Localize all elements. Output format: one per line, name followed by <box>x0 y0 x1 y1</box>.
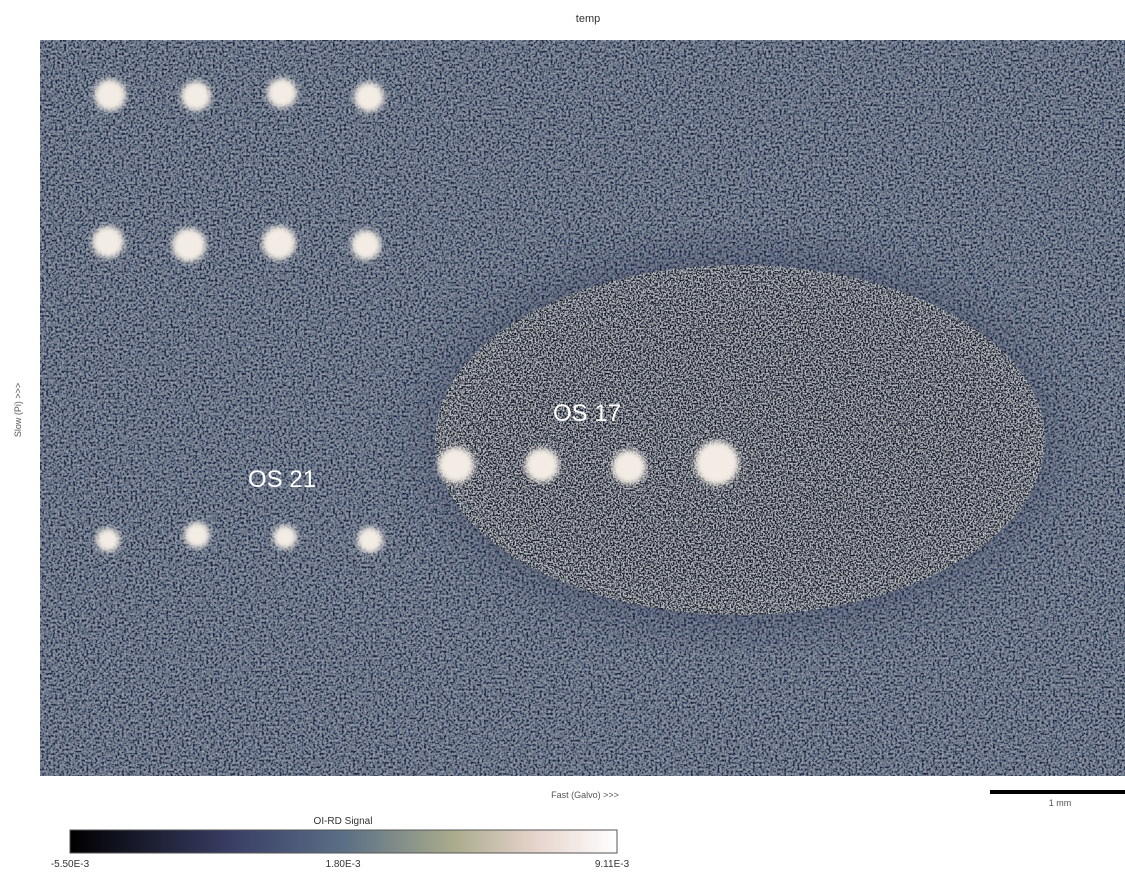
scale-bar-label: 1 mm <box>1049 798 1072 808</box>
annotation: OS 17 <box>553 400 621 427</box>
colorbar <box>70 830 617 853</box>
x-axis-label: Fast (Galvo) >>> <box>551 790 619 800</box>
colorbar-tick-label: 1.80E-3 <box>325 859 360 870</box>
colorbar-tick-label: -5.50E-3 <box>51 859 90 870</box>
colorbar-title: OI-RD Signal <box>314 816 373 827</box>
scale-bar <box>990 790 1125 794</box>
page: temp OS 21 OS 17 Fast (Galvo) >>> Slow (… <box>0 0 1125 871</box>
colorbar-tick-label: 9.11E-3 <box>595 859 630 870</box>
y-axis-label: Slow (Pi) >>> <box>13 383 23 437</box>
annotation: OS 21 <box>248 466 316 493</box>
title: temp <box>576 13 600 25</box>
